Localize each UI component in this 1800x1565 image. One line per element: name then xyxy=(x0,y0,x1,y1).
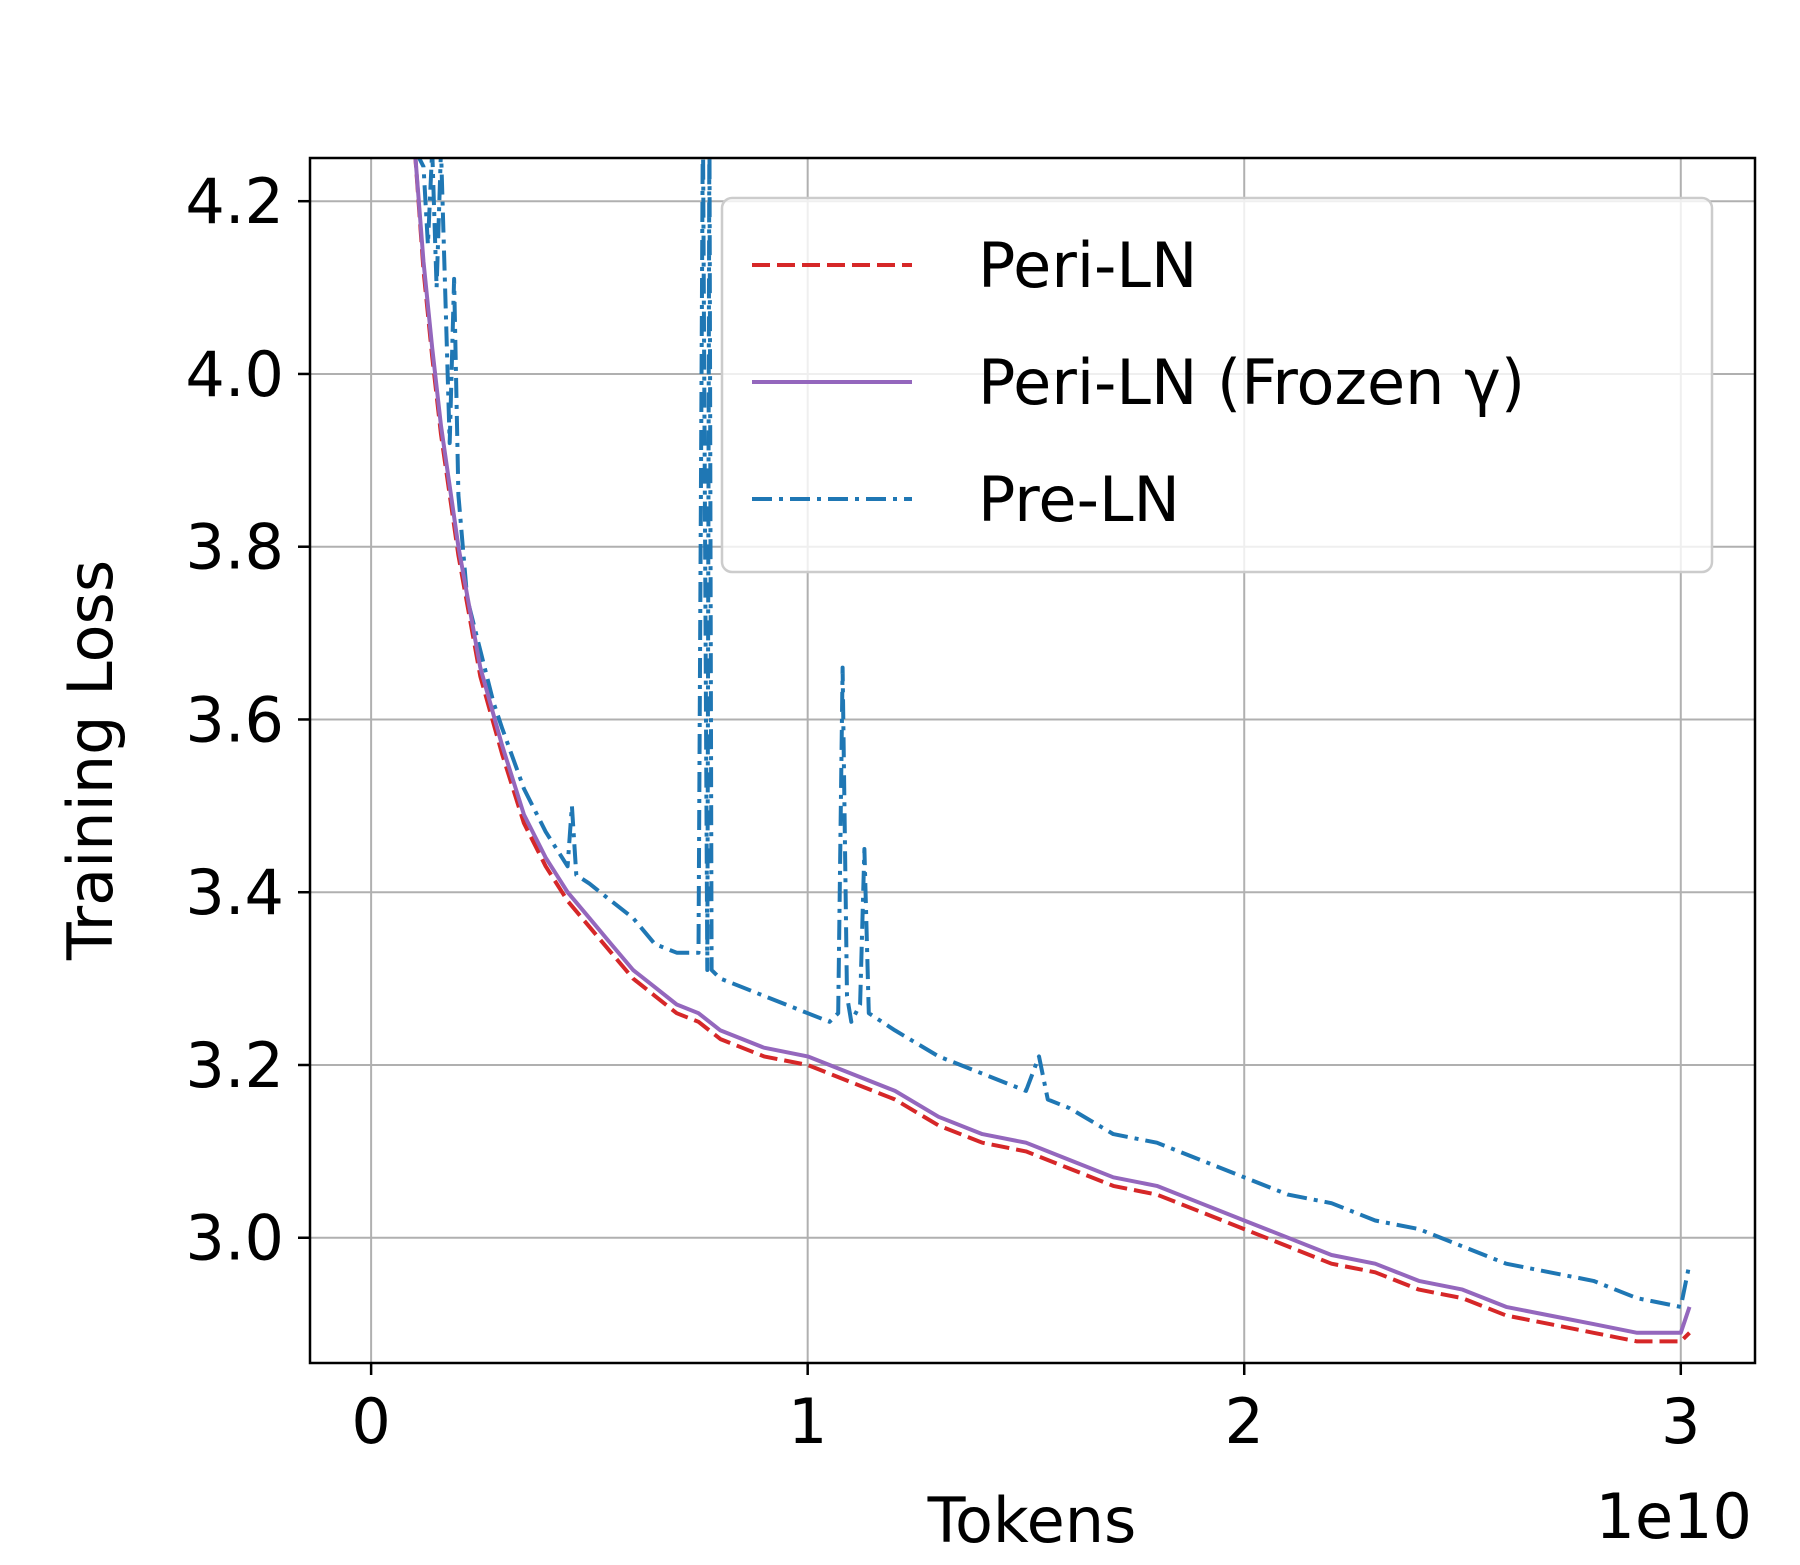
x-axis-title: Tokens xyxy=(927,1484,1137,1557)
x-tick-label: 3 xyxy=(1661,1385,1700,1458)
legend-label: Peri-LN xyxy=(978,229,1197,302)
y-axis-title: Training Loss xyxy=(54,560,127,961)
plot-frame xyxy=(308,156,1757,1365)
series-layer xyxy=(413,158,1692,1344)
legend-box xyxy=(720,196,1714,574)
series-line-2 xyxy=(416,158,1692,1309)
x-tick-label: 2 xyxy=(1225,1385,1264,1458)
legend: Peri-LN Peri-LN (Frozen γ) Pre-LN xyxy=(720,196,1714,574)
x-tick-label: 0 xyxy=(351,1385,390,1458)
y-tick-label: 3.2 xyxy=(185,1029,284,1102)
series-line-0 xyxy=(413,158,1691,1344)
x-offset-label: 1e10 xyxy=(1596,1480,1752,1553)
y-tick-label: 4.0 xyxy=(185,338,284,411)
y-tick-label: 3.6 xyxy=(185,683,284,756)
tick-layer: 0 1 2 3 3.0 3.2 3.4 3.6 3.8 4.0 4.2 xyxy=(185,165,1700,1458)
y-tick-label: 3.8 xyxy=(185,511,284,584)
y-tick-label: 4.2 xyxy=(185,165,284,238)
series-line-1 xyxy=(413,158,1692,1335)
y-tick-label: 3.0 xyxy=(185,1202,284,1275)
x-tick-label: 1 xyxy=(788,1385,827,1458)
legend-label: Peri-LN (Frozen γ) xyxy=(978,346,1525,419)
y-tick-label: 3.4 xyxy=(185,856,284,929)
legend-label: Pre-LN xyxy=(978,463,1180,536)
